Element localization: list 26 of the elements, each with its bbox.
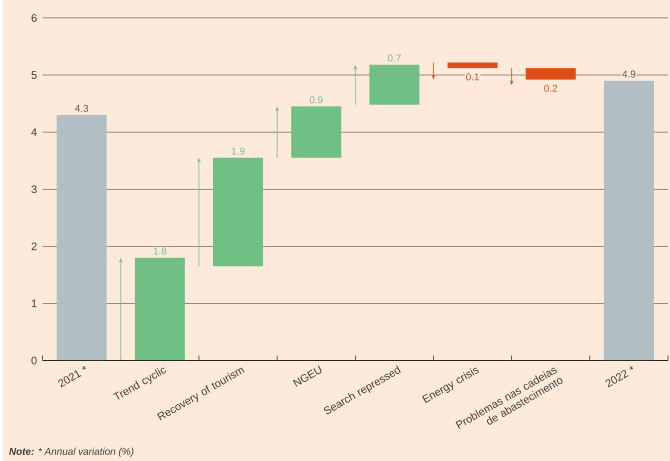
data-label: 0.1 [466,73,479,80]
data-label: 0.2 [544,84,558,92]
bar [134,258,185,360]
data-label: 4.3 [75,104,88,112]
x-tick-label: 2021 * [58,366,86,388]
bar [526,68,576,80]
y-tick-label: 1 [32,300,37,308]
data-label: 4.9 [622,70,636,78]
bar [604,80,654,360]
data-label: 0.7 [388,54,401,62]
x-tick-label: 2022 * [606,366,634,388]
y-tick-label: 3 [31,185,37,194]
text: Note:* Annual variation (%) [9,448,134,457]
data-label: 1.9 [232,148,244,155]
bar [448,62,498,68]
bar [213,158,264,266]
bar [291,106,342,158]
bar [369,64,420,105]
y-tick-label: 4 [31,128,37,136]
data-label: 1.8 [154,247,166,255]
y-tick-label: 0 [31,356,37,364]
y-tick-label: 5 [31,71,37,79]
bar [56,114,107,360]
y-tick-label: 6 [32,14,37,22]
y-tick-label: 2 [32,242,37,250]
data-label: 0.9 [310,96,323,104]
